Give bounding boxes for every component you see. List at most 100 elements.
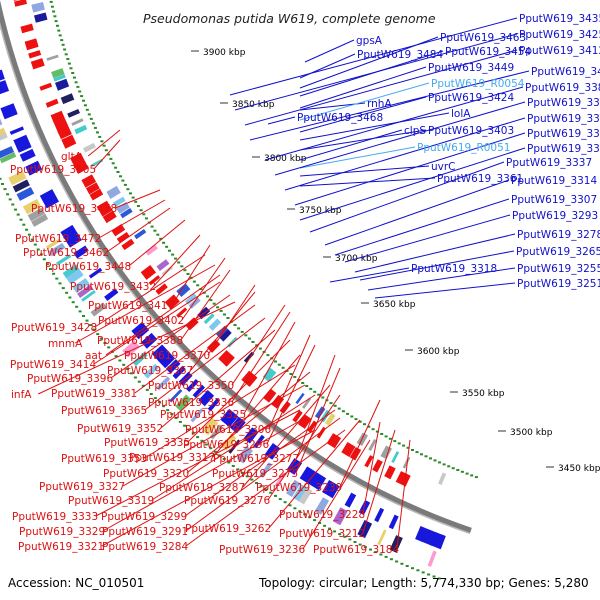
- gc-dot: [447, 465, 451, 468]
- cog-block: [145, 244, 158, 256]
- cog-block: [219, 329, 232, 342]
- gc-dot: [126, 188, 130, 191]
- gc-dot: [104, 149, 108, 152]
- gc-dot: [72, 76, 76, 79]
- leader-line: [344, 214, 511, 263]
- forward-gene-label: PputW619_3307: [511, 194, 597, 206]
- cog-block: [77, 284, 94, 298]
- cog-block: [45, 238, 62, 250]
- reverse-gene: [148, 275, 161, 286]
- forward-gene: [198, 390, 215, 407]
- leader-line: [229, 17, 518, 96]
- leader-line: [87, 129, 121, 157]
- gc-dot: [301, 382, 305, 384]
- gc-dot: [89, 117, 93, 120]
- gc-dot: [178, 420, 182, 423]
- gc-dot: [50, 5, 54, 8]
- gc-dot: [61, 43, 65, 46]
- gc-dot: [374, 551, 378, 554]
- gc-dot: [98, 135, 102, 138]
- gc-dot: [266, 354, 270, 357]
- cog-block: [74, 124, 88, 135]
- forward-gene-label: PputW619_3318: [411, 263, 497, 275]
- leader-line: [267, 394, 341, 501]
- gc-dot: [213, 450, 217, 453]
- reverse-gene-label: PputW619_3336: [148, 397, 234, 409]
- leader-line: [144, 317, 266, 411]
- reverse-gene: [61, 134, 77, 149]
- reverse-gene-label: PputW619_3277: [213, 453, 299, 465]
- leader-line: [93, 281, 221, 365]
- gc-dot: [121, 179, 125, 182]
- gc-dot: [274, 360, 277, 363]
- reverse-gene-label: PputW619_3335: [104, 437, 190, 449]
- gc-dot: [102, 144, 106, 147]
- forward-gene-label: PputW619_3278: [517, 229, 600, 241]
- forward-gene: [64, 232, 82, 248]
- reverse-gene-label: PputW619_3319: [68, 495, 154, 507]
- gc-dot: [129, 192, 132, 195]
- gc-dot: [126, 368, 130, 370]
- gc-dot: [406, 446, 410, 449]
- reverse-gene: [176, 307, 188, 318]
- gc-dot: [293, 507, 297, 510]
- tick-label: 3900 kbp: [203, 48, 246, 58]
- gc-dot: [150, 225, 154, 228]
- gc-dot: [283, 501, 287, 504]
- gc-dot: [52, 272, 56, 275]
- gc-dot: [14, 208, 17, 211]
- gc-dot: [56, 24, 59, 27]
- gc-dot: [11, 203, 15, 206]
- forward-gene: [141, 332, 158, 349]
- gc-dot: [162, 405, 166, 408]
- reverse-gene-label: PputW619_3228: [279, 509, 365, 521]
- leader-line: [243, 321, 296, 415]
- cog-block: [90, 302, 107, 317]
- forward-gene: [25, 160, 43, 176]
- gc-dot: [71, 72, 75, 74]
- gc-dot: [209, 447, 213, 450]
- reverse-gene-label: PputW619_3472: [15, 233, 101, 245]
- forward-gene: [172, 365, 186, 380]
- leader-line: [95, 409, 301, 517]
- leader-line: [295, 367, 341, 474]
- gc-dot: [380, 433, 384, 435]
- leader-line: [185, 417, 341, 532]
- gc-dot: [139, 209, 143, 212]
- cog-block: [48, 242, 66, 257]
- gc-dot: [240, 330, 244, 333]
- gene-labels: gpsA PputW619_3484 rnhA PputW619_3468 PputW6…: [10, 13, 600, 556]
- forward-gene-label: PputW619_3383: [525, 82, 600, 94]
- gc-dot: [432, 575, 436, 578]
- leader-line: [190, 291, 256, 371]
- leader-line: [106, 207, 171, 253]
- tick-label: 3650 kbp: [373, 300, 416, 310]
- gc-dot: [233, 324, 237, 326]
- gc-dot: [192, 280, 196, 283]
- cog-block: [72, 278, 90, 294]
- reverse-gene: [57, 127, 72, 140]
- gc-dot: [114, 166, 118, 169]
- gc-dot: [442, 463, 446, 466]
- leader-line: [367, 267, 516, 291]
- leader-line: [267, 116, 296, 125]
- gc-dot: [52, 10, 56, 13]
- forward-gene: [2, 109, 18, 120]
- gc-dot: [65, 291, 69, 294]
- gc-dot: [289, 373, 293, 375]
- gc-dot: [42, 258, 46, 261]
- reverse-gene-label: PputW619_3432: [70, 281, 156, 293]
- gc-dot: [209, 299, 213, 302]
- leader-line: [299, 147, 526, 221]
- gc-dot: [159, 237, 163, 240]
- gc-dot: [78, 90, 82, 93]
- gc-dot: [36, 248, 40, 251]
- forward-gene-label: uvrC: [431, 161, 456, 173]
- reverse-gene: [246, 375, 258, 387]
- leader-line: [186, 371, 311, 474]
- gc-dot: [338, 533, 342, 536]
- cog-block: [120, 208, 133, 219]
- gc-dot: [55, 277, 59, 280]
- gc-dot: [416, 569, 420, 572]
- gc-dot: [269, 491, 273, 494]
